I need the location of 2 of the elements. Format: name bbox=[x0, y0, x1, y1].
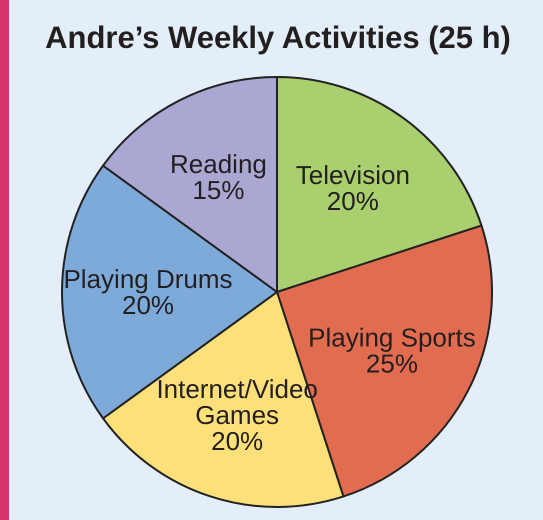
data-label: 20% bbox=[211, 426, 264, 456]
chart-title: Andre’s Weekly Activities (25 h) bbox=[45, 20, 511, 55]
